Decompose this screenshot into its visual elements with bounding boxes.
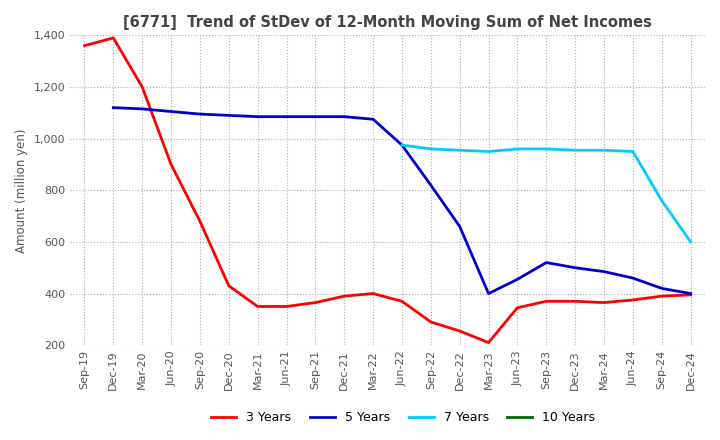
3 Years — [571, 299, 580, 304]
5 Years — [253, 114, 262, 119]
3 Years — [253, 304, 262, 309]
5 Years — [455, 224, 464, 229]
5 Years — [225, 113, 233, 118]
3 Years — [369, 291, 377, 296]
3 Years — [542, 299, 551, 304]
7 Years — [571, 147, 580, 153]
3 Years — [311, 300, 320, 305]
5 Years — [138, 106, 146, 112]
5 Years — [397, 143, 406, 148]
3 Years — [109, 35, 117, 40]
3 Years — [600, 300, 608, 305]
5 Years — [167, 109, 176, 114]
5 Years — [426, 183, 435, 188]
5 Years — [311, 114, 320, 119]
3 Years — [426, 319, 435, 325]
3 Years — [138, 84, 146, 90]
3 Years — [282, 304, 291, 309]
5 Years — [369, 117, 377, 122]
5 Years — [282, 114, 291, 119]
3 Years — [657, 293, 666, 299]
Line: 7 Years: 7 Years — [402, 145, 690, 242]
5 Years — [109, 105, 117, 110]
3 Years — [485, 340, 493, 345]
3 Years — [455, 328, 464, 334]
7 Years — [600, 147, 608, 153]
3 Years — [340, 293, 348, 299]
5 Years — [629, 275, 637, 281]
7 Years — [686, 239, 695, 245]
7 Years — [542, 147, 551, 152]
7 Years — [426, 147, 435, 152]
7 Years — [397, 143, 406, 148]
Line: 5 Years: 5 Years — [113, 108, 690, 293]
5 Years — [600, 269, 608, 274]
3 Years — [513, 305, 522, 310]
3 Years — [196, 219, 204, 224]
Title: [6771]  Trend of StDev of 12-Month Moving Sum of Net Incomes: [6771] Trend of StDev of 12-Month Moving… — [123, 15, 652, 30]
3 Years — [686, 292, 695, 297]
7 Years — [455, 147, 464, 153]
3 Years — [225, 283, 233, 289]
3 Years — [80, 43, 89, 48]
3 Years — [629, 297, 637, 303]
5 Years — [657, 286, 666, 291]
5 Years — [542, 260, 551, 265]
7 Years — [513, 147, 522, 152]
Legend: 3 Years, 5 Years, 7 Years, 10 Years: 3 Years, 5 Years, 7 Years, 10 Years — [206, 407, 600, 429]
Y-axis label: Amount (million yen): Amount (million yen) — [15, 128, 28, 253]
3 Years — [167, 162, 176, 167]
7 Years — [485, 149, 493, 154]
7 Years — [629, 149, 637, 154]
Line: 3 Years: 3 Years — [84, 38, 690, 343]
5 Years — [340, 114, 348, 119]
3 Years — [397, 299, 406, 304]
5 Years — [485, 291, 493, 296]
7 Years — [657, 198, 666, 203]
5 Years — [196, 111, 204, 117]
5 Years — [513, 277, 522, 282]
5 Years — [686, 291, 695, 296]
5 Years — [571, 265, 580, 270]
